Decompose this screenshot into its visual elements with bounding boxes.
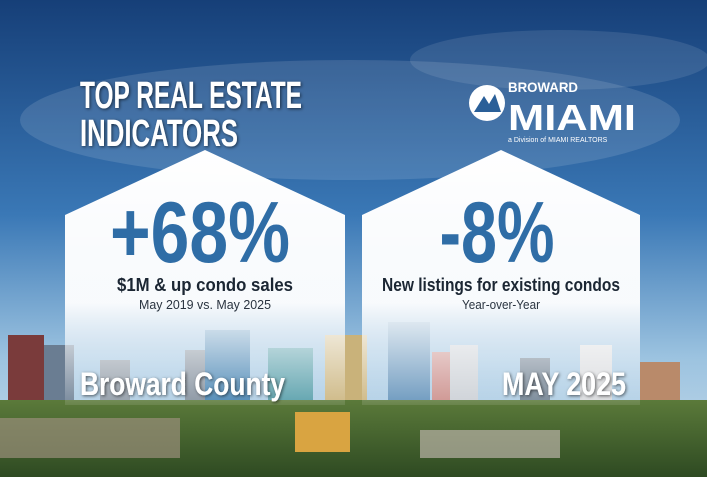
logo: BROWARD MIAMI a Division of MIAMI REALTO… <box>469 79 636 144</box>
indicator-label: $1M & up condo sales <box>117 275 293 295</box>
indicator-caption: MAY 2025 <box>502 366 626 402</box>
title-line: INDICATORS <box>80 113 238 155</box>
logo-mark <box>474 94 501 112</box>
house-panel <box>65 150 345 405</box>
cloud <box>20 60 680 180</box>
house-panel <box>362 150 640 405</box>
indicator-figure: -8% <box>440 185 555 281</box>
indicator-note: Year-over-Year <box>462 297 541 312</box>
cloud <box>410 30 707 90</box>
logo-tagline: a Division of MIAMI REALTORS <box>508 137 608 144</box>
indicator-label: New listings for existing condos <box>382 275 620 295</box>
indicator-note: May 2019 vs. May 2025 <box>139 297 271 312</box>
logo-top: BROWARD <box>508 79 578 95</box>
indicator-caption: Broward County <box>80 366 285 402</box>
indicator-figure: +68% <box>110 185 290 281</box>
title-line: TOP REAL ESTATE <box>80 75 302 117</box>
logo-main: MIAMI <box>508 97 636 138</box>
